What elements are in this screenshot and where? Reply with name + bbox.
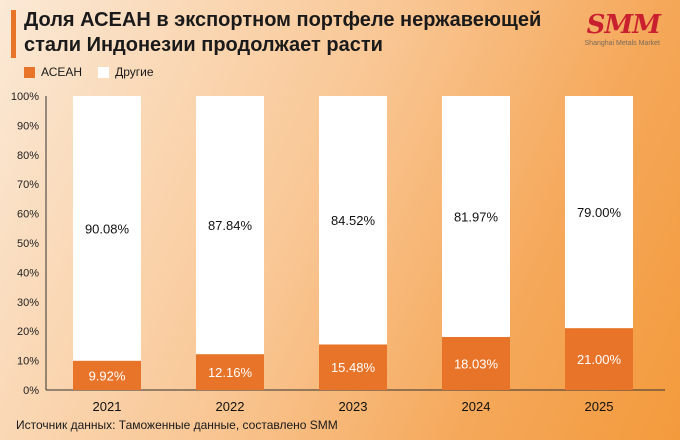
y-tick-label: 20% [17, 326, 39, 338]
legend-swatch-other [98, 66, 110, 78]
chart-title: Доля АСЕАН в экспортном портфеле нержаве… [24, 8, 584, 58]
x-tick-label-2025: 2025 [585, 399, 614, 414]
bar-other-2021 [73, 96, 141, 361]
data-label-other-2021: 90.08% [85, 221, 130, 236]
x-tick-label-2023: 2023 [339, 399, 368, 414]
bar-other-2022 [196, 96, 264, 355]
y-tick-label: 50% [17, 238, 39, 250]
data-label-other-2022: 87.84% [208, 218, 253, 233]
data-label-other-2025: 79.00% [577, 205, 622, 220]
x-tick-label-2021: 2021 [93, 399, 122, 414]
data-label-asean-2023: 15.48% [331, 360, 376, 375]
legend-label-other: Другие [115, 65, 154, 79]
bar-asean-2024 [442, 336, 510, 390]
data-label-other-2024: 81.97% [454, 209, 499, 224]
bar-other-2024 [442, 96, 510, 337]
data-label-asean-2024: 18.03% [454, 356, 499, 371]
chart-title-line-2: стали Индонезии продолжает расти [24, 34, 383, 56]
bar-asean-2025 [565, 328, 633, 390]
y-tick-label: 90% [17, 120, 39, 132]
legend-label-asean: АСЕАН [41, 65, 83, 79]
legend-item-asean: АСЕАН [24, 65, 82, 79]
data-label-asean-2022: 12.16% [208, 365, 253, 380]
y-tick-label: 40% [17, 267, 39, 279]
bar-asean-2023 [319, 344, 387, 390]
y-tick-label: 10% [17, 356, 39, 368]
data-label-other-2023: 84.52% [331, 213, 376, 228]
bar-asean-2021 [73, 360, 141, 390]
y-tick-label: 70% [17, 179, 39, 191]
legend-swatch-asean [24, 66, 35, 78]
chart-legend: АСЕАН Другие [24, 65, 170, 79]
y-tick-label: 100% [11, 91, 39, 103]
y-tick-label: 60% [17, 209, 39, 221]
bar-asean-2022 [196, 354, 264, 390]
y-tick-label: 80% [17, 150, 39, 162]
legend-item-other: Другие [98, 65, 154, 79]
x-tick-label-2024: 2024 [462, 399, 491, 414]
bar-other-2025 [565, 96, 633, 329]
logo-mark: SMM [586, 10, 661, 40]
x-tick-label-2022: 2022 [216, 399, 245, 414]
bar-other-2023 [319, 96, 387, 345]
smm-logo: SMM Shanghai Metals Market [540, 10, 661, 48]
y-tick-label: 30% [17, 297, 39, 309]
y-tick-label: 0% [23, 385, 39, 397]
data-label-asean-2025: 21.00% [577, 352, 622, 367]
title-accent-bar [11, 10, 16, 58]
logo-subtitle: Shanghai Metals Market [584, 40, 660, 47]
data-label-asean-2021: 9.92% [89, 368, 126, 383]
chart-title-line-1: Доля АСЕАН в экспортном портфеле нержаве… [24, 9, 542, 31]
source-note: Источник данных: Таможенные данные, сост… [16, 418, 338, 432]
